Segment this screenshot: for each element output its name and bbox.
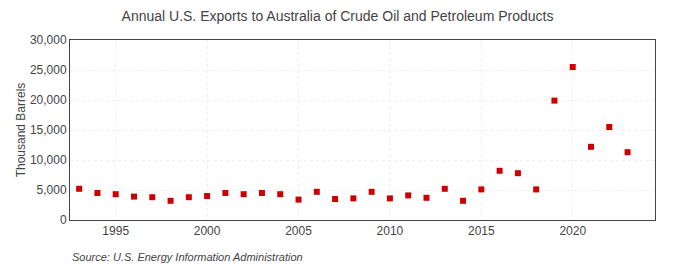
svg-text:Annual U.S. Exports to Austral: Annual U.S. Exports to Australia of Crud… (122, 8, 554, 24)
svg-text:2015: 2015 (468, 224, 495, 238)
svg-text:0: 0 (60, 213, 67, 227)
svg-text:2005: 2005 (285, 224, 312, 238)
svg-text:2000: 2000 (194, 224, 221, 238)
svg-text:2010: 2010 (377, 224, 404, 238)
svg-text:25,000: 25,000 (30, 63, 67, 77)
svg-text:2020: 2020 (559, 224, 586, 238)
svg-text:10,000: 10,000 (30, 153, 67, 167)
svg-text:20,000: 20,000 (30, 93, 67, 107)
svg-text:30,000: 30,000 (30, 33, 67, 47)
svg-text:Source: U.S. Energy Informatio: Source: U.S. Energy Information Administ… (72, 251, 303, 263)
svg-text:15,000: 15,000 (30, 123, 67, 137)
svg-text:5,000: 5,000 (37, 183, 67, 197)
svg-text:1995: 1995 (102, 224, 129, 238)
svg-text:Thousand Barrels: Thousand Barrels (14, 83, 28, 178)
